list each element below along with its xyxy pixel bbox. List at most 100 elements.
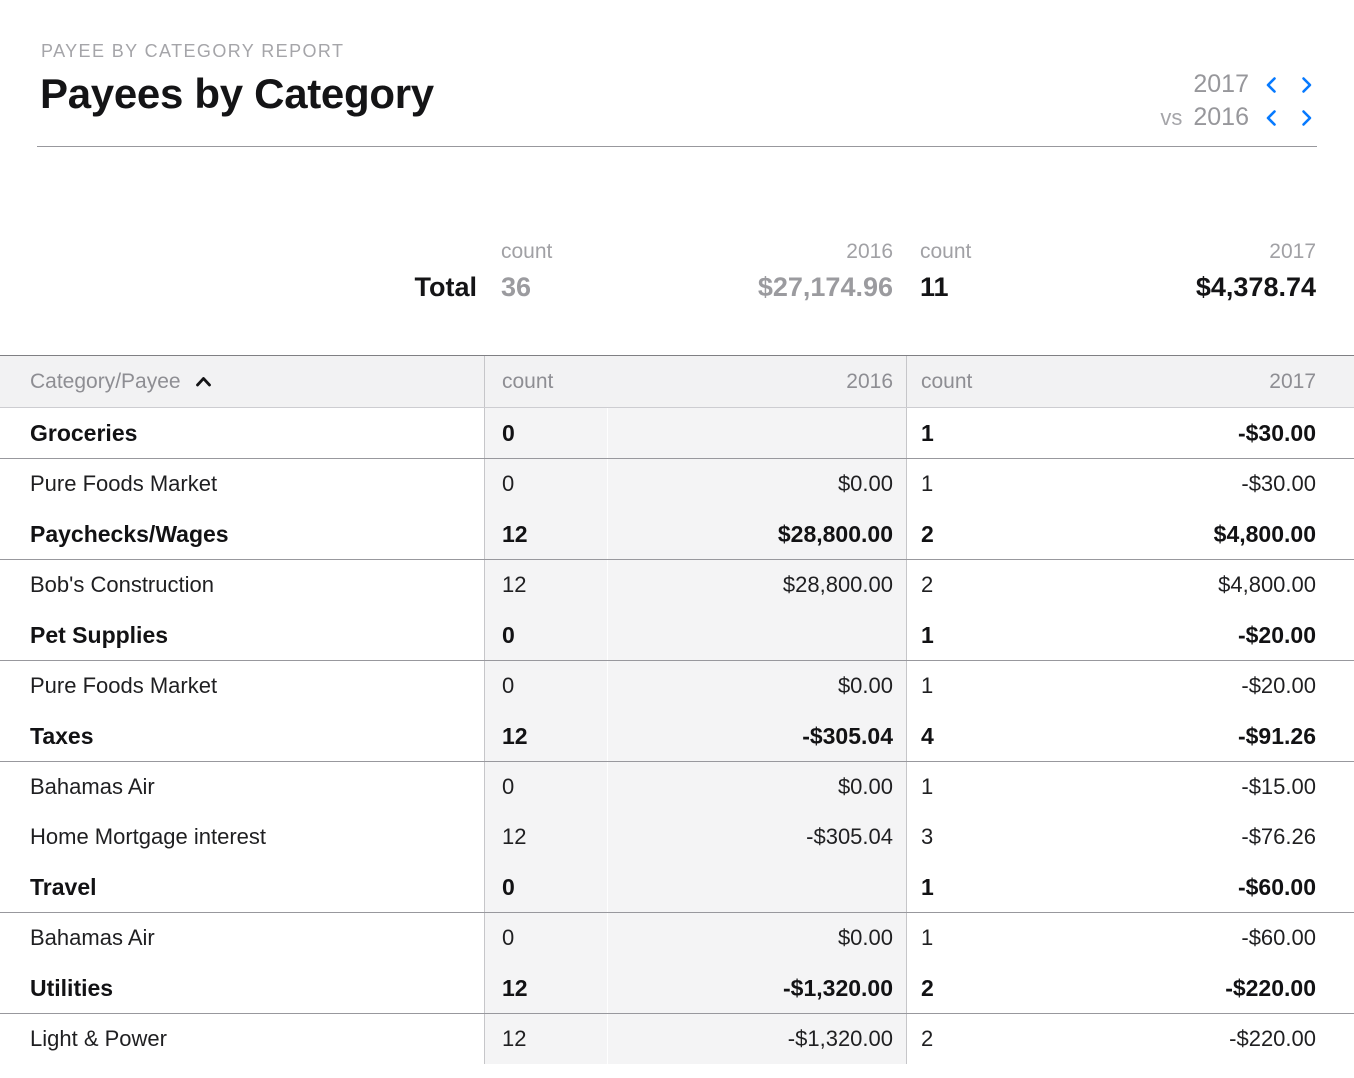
row-count-2017: 2 xyxy=(906,560,1029,610)
row-name: Groceries xyxy=(30,419,138,446)
row-amount-2016 xyxy=(607,408,906,458)
row-count-2016: 0 xyxy=(484,862,607,912)
row-amount-2017: -$220.00 xyxy=(1225,974,1316,1001)
row-count-2016: 12 xyxy=(484,560,607,610)
column-header-category[interactable]: Category/Payee xyxy=(0,356,484,407)
row-amount-2016: -$1,320.00 xyxy=(607,1014,906,1064)
row-count-2017: 2 xyxy=(906,963,1029,1013)
row-name: Bahamas Air xyxy=(30,925,155,950)
row-amount-2016: $28,800.00 xyxy=(607,560,906,610)
chevron-right-icon xyxy=(1296,108,1316,128)
payee-row[interactable]: Bahamas Air 0 $0.00 1 -$60.00 xyxy=(0,913,1354,963)
row-name: Light & Power xyxy=(30,1026,167,1051)
payee-row[interactable]: Pure Foods Market 0 $0.00 1 -$30.00 xyxy=(0,459,1354,509)
compare-year-value: 2016 xyxy=(1193,103,1249,131)
vs-label: vs xyxy=(1160,104,1183,130)
page-title: Payees by Category xyxy=(40,70,434,117)
title-divider xyxy=(37,146,1317,147)
row-count-2016: 12 xyxy=(484,1014,607,1064)
row-name: Travel xyxy=(30,873,97,900)
row-count-2017: 2 xyxy=(906,1014,1029,1064)
summary-amount-2017-value: $4,378.74 xyxy=(1195,271,1316,302)
row-name: Taxes xyxy=(30,722,94,749)
sort-ascending-icon xyxy=(195,376,212,388)
table-header-row: Category/Payee count 2016 count 2017 xyxy=(0,355,1354,408)
row-name: Pure Foods Market xyxy=(30,673,218,698)
primary-year-prev-button[interactable] xyxy=(1261,74,1283,96)
row-amount-2017: -$220.00 xyxy=(1229,1026,1316,1051)
category-row[interactable]: Utilities 12 -$1,320.00 2 -$220.00 xyxy=(0,963,1354,1014)
payee-row[interactable]: Bob's Construction 12 $28,800.00 2 $4,80… xyxy=(0,560,1354,610)
row-count-2017: 1 xyxy=(906,610,1029,660)
summary-total-label: Total xyxy=(414,271,478,302)
row-amount-2016: -$305.04 xyxy=(607,711,906,761)
primary-year-row: 2017 xyxy=(1160,68,1317,101)
table-body: Groceries 0 1 -$30.00 Pure Foods Market … xyxy=(0,408,1354,1064)
summary-count-2017-label: count xyxy=(920,240,972,263)
row-amount-2017: $4,800.00 xyxy=(1213,520,1316,547)
summary-count-2016-value: 36 xyxy=(501,271,532,302)
row-count-2017: 1 xyxy=(906,661,1029,711)
row-name: Pet Supplies xyxy=(30,621,169,648)
row-amount-2017: -$60.00 xyxy=(1241,925,1316,950)
row-amount-2016: $0.00 xyxy=(607,762,906,812)
row-amount-2017: -$30.00 xyxy=(1241,471,1316,496)
payee-row[interactable]: Bahamas Air 0 $0.00 1 -$15.00 xyxy=(0,762,1354,812)
row-amount-2016: -$1,320.00 xyxy=(607,963,906,1013)
compare-year-row: vs 2016 xyxy=(1160,101,1317,134)
row-count-2016: 12 xyxy=(484,963,607,1013)
row-count-2017: 4 xyxy=(906,711,1029,761)
row-count-2017: 2 xyxy=(906,509,1029,559)
summary-year-2016-label: 2016 xyxy=(846,240,893,263)
row-count-2017: 3 xyxy=(906,812,1029,862)
row-name: Bob's Construction xyxy=(30,572,214,597)
row-amount-2016: $0.00 xyxy=(607,913,906,963)
payee-category-table: Category/Payee count 2016 count 2017 Gro… xyxy=(0,355,1354,1064)
column-header-count-2017: count xyxy=(906,356,1029,407)
row-count-2017: 1 xyxy=(906,862,1029,912)
row-count-2016: 0 xyxy=(484,913,607,963)
report-type-label: PAYEE BY CATEGORY REPORT xyxy=(41,41,345,61)
category-row[interactable]: Paychecks/Wages 12 $28,800.00 2 $4,800.0… xyxy=(0,509,1354,560)
row-count-2016: 0 xyxy=(484,661,607,711)
category-row[interactable]: Groceries 0 1 -$30.00 xyxy=(0,408,1354,459)
row-count-2016: 0 xyxy=(484,610,607,660)
chevron-left-icon xyxy=(1262,75,1282,95)
row-amount-2017: -$30.00 xyxy=(1237,419,1316,446)
chevron-right-icon xyxy=(1296,75,1316,95)
row-name: Pure Foods Market xyxy=(30,471,218,496)
row-amount-2017: -$15.00 xyxy=(1241,774,1316,799)
row-amount-2017: -$91.26 xyxy=(1237,722,1316,749)
payee-row[interactable]: Light & Power 12 -$1,320.00 2 -$220.00 xyxy=(0,1014,1354,1064)
payee-row[interactable]: Home Mortgage interest 12 -$305.04 3 -$7… xyxy=(0,812,1354,862)
summary-count-2017-value: 11 xyxy=(920,271,949,302)
summary-count-2016-label: count xyxy=(501,240,553,263)
row-amount-2016 xyxy=(607,862,906,912)
category-row[interactable]: Taxes 12 -$305.04 4 -$91.26 xyxy=(0,711,1354,762)
category-row[interactable]: Pet Supplies 0 1 -$20.00 xyxy=(0,610,1354,661)
primary-year-next-button[interactable] xyxy=(1295,74,1317,96)
summary-spacer xyxy=(0,238,484,266)
row-amount-2017: -$76.26 xyxy=(1241,824,1316,849)
compare-year-prev-button[interactable] xyxy=(1261,107,1283,129)
row-count-2017: 1 xyxy=(906,459,1029,509)
row-count-2016: 12 xyxy=(484,812,607,862)
row-name: Home Mortgage interest xyxy=(30,824,266,849)
category-row[interactable]: Travel 0 1 -$60.00 xyxy=(0,862,1354,913)
column-header-year-2016: 2016 xyxy=(846,369,893,393)
primary-year-value: 2017 xyxy=(1193,70,1249,98)
row-name: Utilities xyxy=(30,974,114,1001)
row-count-2016: 0 xyxy=(484,762,607,812)
row-amount-2016: $0.00 xyxy=(607,459,906,509)
payee-row[interactable]: Pure Foods Market 0 $0.00 1 -$20.00 xyxy=(0,661,1354,711)
row-name: Paychecks/Wages xyxy=(30,520,229,547)
row-amount-2016: -$305.04 xyxy=(607,812,906,862)
column-header-count-2016: count xyxy=(484,356,607,407)
totals-summary: count 2016 count 2017 Total 36 $27,174.9… xyxy=(0,238,1354,304)
row-amount-2016: $0.00 xyxy=(607,661,906,711)
row-amount-2017: $4,800.00 xyxy=(1218,572,1316,597)
row-amount-2017: -$60.00 xyxy=(1237,873,1316,900)
row-amount-2017: -$20.00 xyxy=(1241,673,1316,698)
compare-year-next-button[interactable] xyxy=(1295,107,1317,129)
